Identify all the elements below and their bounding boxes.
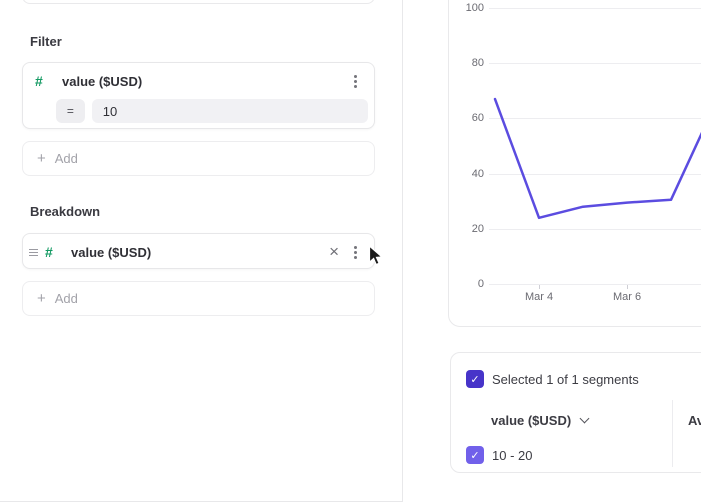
plus-icon: + [37, 290, 46, 307]
breakdown-section-title: Breakdown [30, 204, 101, 219]
query-builder-panel: Filter # value ($USD) = + Add Breakdown … [0, 0, 403, 502]
kebab-menu-icon[interactable] [349, 242, 362, 263]
x-axis-tick-label: Mar 6 [612, 291, 642, 303]
chevron-down-icon [579, 413, 590, 424]
x-axis-tick-label: Mar 4 [524, 291, 554, 303]
add-filter-button[interactable]: + Add [22, 141, 375, 176]
filter-property-card[interactable]: # value ($USD) = [22, 62, 375, 129]
filter-value-input[interactable] [91, 99, 368, 123]
chart-card [448, 0, 701, 327]
filter-section-title: Filter [30, 34, 62, 49]
gridline [489, 118, 701, 120]
filter-condition-row: = [23, 99, 374, 135]
segment-row-checkbox[interactable]: ✓ [466, 446, 484, 464]
number-property-icon: # [45, 244, 53, 260]
number-property-icon: # [35, 73, 43, 89]
column-divider [672, 400, 673, 467]
segment-row-label: 10 - 20 [492, 448, 533, 463]
gridline [489, 284, 701, 285]
x-axis-tick [539, 285, 540, 289]
add-breakdown-label: Add [54, 291, 78, 306]
filter-property-row[interactable]: # value ($USD) [23, 63, 374, 99]
y-axis-tick-label: 80 [471, 57, 484, 70]
kebab-menu-icon[interactable] [349, 71, 362, 92]
remove-breakdown-icon[interactable]: × [329, 242, 339, 261]
segments-column2-header: Av [688, 413, 701, 428]
breakdown-property-name: value ($USD) [71, 244, 152, 260]
plus-icon: + [37, 150, 46, 167]
gridline [489, 63, 701, 65]
line-chart-plot[interactable] [448, 0, 701, 326]
operator-chip[interactable]: = [56, 99, 85, 123]
y-axis-tick-label: 40 [471, 167, 484, 180]
add-filter-label: Add [54, 151, 78, 166]
y-axis-tick-label: 60 [471, 112, 484, 125]
breakdown-property-card[interactable]: # value ($USD) × [22, 233, 375, 269]
segments-summary: Selected 1 of 1 segments [492, 372, 639, 387]
check-icon: ✓ [470, 373, 480, 386]
check-icon: ✓ [470, 449, 480, 462]
add-breakdown-button[interactable]: + Add [22, 281, 375, 316]
filter-property-name: value ($USD) [62, 73, 143, 89]
segments-panel [450, 352, 701, 473]
x-axis-tick [627, 285, 628, 289]
line-series[interactable] [493, 97, 701, 220]
y-axis-tick-label: 20 [471, 222, 484, 235]
drag-handle-icon[interactable] [29, 248, 38, 256]
gridline [489, 228, 701, 230]
segments-column-header[interactable]: value ($USD) [491, 413, 590, 428]
breakdown-property-row[interactable]: # value ($USD) × [23, 234, 374, 270]
y-axis-tick-label: 100 [465, 2, 484, 14]
y-axis-tick-label: 0 [477, 278, 484, 290]
segments-column-label: value ($USD) [491, 413, 572, 428]
gridline [489, 173, 701, 175]
previous-card-bottom-edge [22, 0, 375, 4]
gridline [489, 8, 701, 9]
select-all-segments-checkbox[interactable]: ✓ [466, 370, 484, 388]
